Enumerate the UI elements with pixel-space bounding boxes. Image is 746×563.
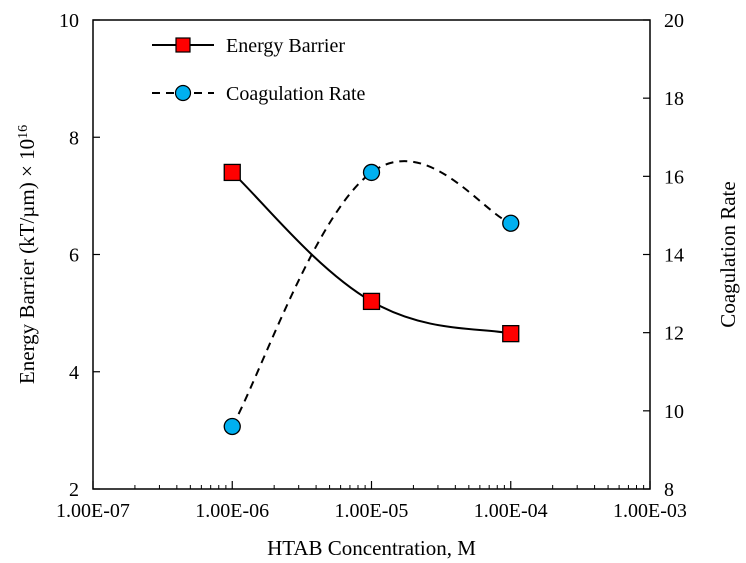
y-right-tick-label: 10	[664, 401, 684, 423]
y-right-tick-label: 8	[664, 479, 674, 501]
x-tick-label: 1.00E-04	[474, 500, 548, 522]
legend-label-coagulation-rate: Coagulation Rate	[226, 83, 366, 105]
y-right-tick-label: 16	[664, 166, 684, 188]
legend-label-energy-barrier: Energy Barrier	[226, 35, 345, 57]
y-left-tick-label: 4	[69, 362, 79, 384]
x-tick-label: 1.00E-05	[335, 500, 409, 522]
legend-marker-energy-barrier	[175, 37, 191, 53]
data-point-energy-barrier	[223, 163, 241, 182]
y-left-tick-label: 10	[59, 10, 79, 32]
data-point-coagulation-rate	[223, 417, 241, 436]
legend: Energy Barrier Coagulation Rate	[152, 35, 366, 105]
data-point-coagulation-rate	[362, 163, 381, 182]
y-left-tick-label: 6	[69, 245, 79, 267]
x-tick-label: 1.00E-07	[56, 500, 130, 522]
y-left-tick-label: 8	[69, 127, 79, 149]
y-left-tick-label: 2	[69, 479, 79, 501]
data-point-energy-barrier	[362, 292, 381, 311]
data-point-coagulation-rate	[502, 214, 520, 232]
data-point-energy-barrier	[502, 324, 520, 343]
y-axis-left-title-superscript: 16	[16, 125, 31, 139]
y-axis-left-title: Energy Barrier (kT/µm) × 1016	[15, 125, 39, 384]
y-right-tick-label: 18	[664, 88, 684, 110]
y-right-tick-label: 12	[664, 323, 684, 345]
y-right-tick-label: 20	[664, 10, 684, 32]
y-axis-left-title-text: Energy Barrier (kT/µm) × 10	[15, 139, 39, 384]
x-tick-label: 1.00E-06	[195, 500, 269, 522]
x-tick-label: 1.00E-03	[613, 500, 687, 522]
x-axis-title: HTAB Concentration, M	[267, 536, 476, 560]
legend-marker-coagulation-rate	[174, 84, 192, 102]
y-right-tick-label: 14	[664, 245, 684, 267]
y-axis-right-title: Coagulation Rate	[716, 181, 740, 327]
